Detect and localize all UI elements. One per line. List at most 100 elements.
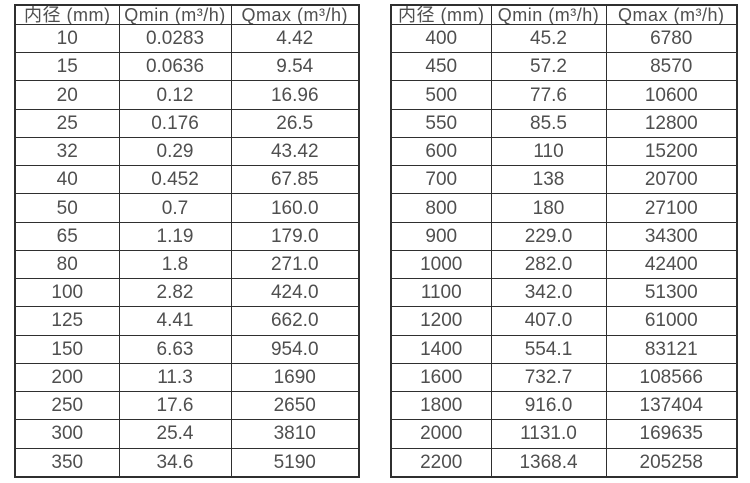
table-cell: 40	[14, 165, 120, 195]
table-cell: 200	[14, 362, 120, 393]
table-cell: 108566	[605, 362, 738, 393]
table-cell: 271.0	[230, 249, 360, 280]
table-row: 250 17.6 2650	[14, 391, 360, 421]
table-cell: 0.0283	[118, 23, 232, 54]
table-row: 300 25.4 3810	[14, 419, 360, 449]
table-cell: 1690	[230, 362, 360, 393]
table-cell: 1000	[390, 249, 492, 280]
table-row: 40 0.452 67.85	[14, 165, 360, 195]
table-cell: 0.12	[118, 80, 232, 110]
table-cell: 8570	[605, 52, 738, 82]
column-header: 内径 (mm)	[390, 4, 492, 25]
table-cell: 282.0	[490, 249, 607, 280]
table-cell: 9.54	[230, 52, 360, 82]
table-row: 15 0.0636 9.54	[14, 52, 360, 82]
table-cell: 77.6	[490, 80, 607, 110]
table-row: 1600 732.7 108566	[390, 362, 738, 393]
table-cell: 11.3	[118, 362, 232, 393]
table-cell: 180	[490, 193, 607, 223]
table-cell: 916.0	[490, 391, 607, 421]
table-row: 450 57.2 8570	[390, 52, 738, 82]
table-cell: 51300	[605, 278, 738, 308]
table-cell: 42400	[605, 249, 738, 280]
table-cell: 1100	[390, 278, 492, 308]
table-cell: 229.0	[490, 221, 607, 251]
table-cell: 15200	[605, 136, 738, 167]
table-row: 1100 342.0 51300	[390, 278, 738, 308]
table-cell: 300	[14, 419, 120, 449]
table-cell: 179.0	[230, 221, 360, 251]
table-body: 400 45.2 6780 450 57.2 8570 500 77.6 10600 550 85.…	[390, 23, 738, 478]
table-header: 内径 (mm) Qmin (m³/h) Qmax (m³/h)	[14, 4, 360, 25]
table-cell: 65	[14, 221, 120, 251]
table-cell: 450	[390, 52, 492, 82]
table-cell: 600	[390, 136, 492, 167]
table-row: 100 2.82 424.0	[14, 278, 360, 308]
table-cell: 350	[14, 447, 120, 478]
header-row: 内径 (mm) Qmin (m³/h) Qmax (m³/h)	[14, 4, 360, 25]
table-cell: 34.6	[118, 447, 232, 478]
table-cell: 554.1	[490, 334, 607, 364]
table-cell: 138	[490, 165, 607, 195]
table-row: 400 45.2 6780	[390, 23, 738, 54]
table-cell: 15	[14, 52, 120, 82]
table-cell: 4.42	[230, 23, 360, 54]
column-header: Qmin (m³/h)	[118, 4, 232, 25]
table-cell: 0.0636	[118, 52, 232, 82]
column-header: Qmax (m³/h)	[230, 4, 360, 25]
table-cell: 6.63	[118, 334, 232, 364]
table-cell: 1800	[390, 391, 492, 421]
table-row: 25 0.176 26.5	[14, 108, 360, 138]
table-cell: 1.8	[118, 249, 232, 280]
table-cell: 4.41	[118, 306, 232, 336]
table-row: 10 0.0283 4.42	[14, 23, 360, 54]
table-cell: 25	[14, 108, 120, 138]
table-cell: 160.0	[230, 193, 360, 223]
flow-spec-table-small-diameters: 内径 (mm) Qmin (m³/h) Qmax (m³/h) 10 0.0283 4.…	[14, 4, 360, 478]
table-cell: 662.0	[230, 306, 360, 336]
table-cell: 67.85	[230, 165, 360, 195]
table-row: 900 229.0 34300	[390, 221, 738, 251]
table-cell: 732.7	[490, 362, 607, 393]
table-cell: 407.0	[490, 306, 607, 336]
table-row: 2200 1368.4 205258	[390, 447, 738, 478]
table-cell: 32	[14, 136, 120, 167]
table-cell: 1.19	[118, 221, 232, 251]
table-cell: 5190	[230, 447, 360, 478]
table-row: 200 11.3 1690	[14, 362, 360, 393]
table-cell: 0.452	[118, 165, 232, 195]
table-row: 550 85.5 12800	[390, 108, 738, 138]
table-cell: 27100	[605, 193, 738, 223]
table-cell: 61000	[605, 306, 738, 336]
table-cell: 0.176	[118, 108, 232, 138]
table-cell: 3810	[230, 419, 360, 449]
table-cell: 1368.4	[490, 447, 607, 478]
table-cell: 57.2	[490, 52, 607, 82]
table-cell: 424.0	[230, 278, 360, 308]
table-cell: 900	[390, 221, 492, 251]
table-cell: 137404	[605, 391, 738, 421]
table-cell: 250	[14, 391, 120, 421]
column-header: Qmin (m³/h)	[490, 4, 607, 25]
table-row: 150 6.63 954.0	[14, 334, 360, 364]
table-cell: 1200	[390, 306, 492, 336]
table-row: 800 180 27100	[390, 193, 738, 223]
table-cell: 125	[14, 306, 120, 336]
table-cell: 169635	[605, 419, 738, 449]
table-cell: 45.2	[490, 23, 607, 54]
table-cell: 0.29	[118, 136, 232, 167]
table-cell: 205258	[605, 447, 738, 478]
table-row: 65 1.19 179.0	[14, 221, 360, 251]
table-cell: 12800	[605, 108, 738, 138]
table-header: 内径 (mm) Qmin (m³/h) Qmax (m³/h)	[390, 4, 738, 25]
table-row: 1800 916.0 137404	[390, 391, 738, 421]
table-cell: 2000	[390, 419, 492, 449]
table-row: 2000 1131.0 169635	[390, 419, 738, 449]
table-cell: 43.42	[230, 136, 360, 167]
table-cell: 954.0	[230, 334, 360, 364]
flow-spec-table-large-diameters: 内径 (mm) Qmin (m³/h) Qmax (m³/h) 400 45.2 678…	[390, 4, 738, 478]
table-cell: 34300	[605, 221, 738, 251]
table-cell: 2.82	[118, 278, 232, 308]
table-cell: 10600	[605, 80, 738, 110]
